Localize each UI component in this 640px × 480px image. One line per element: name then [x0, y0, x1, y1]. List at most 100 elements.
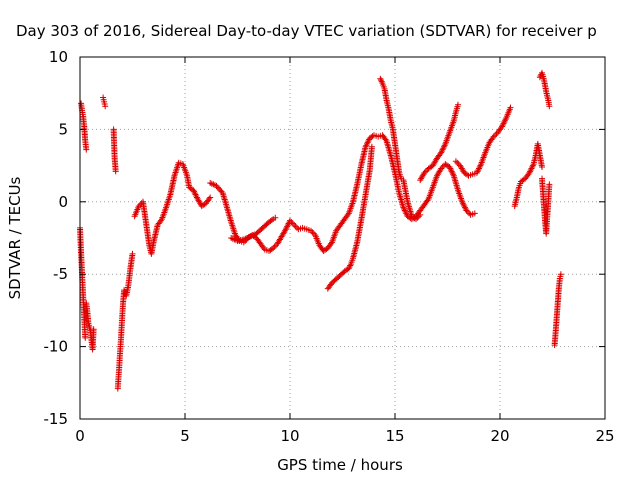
data-point [440, 145, 447, 152]
data-point [363, 142, 370, 149]
data-point [449, 169, 456, 176]
data-point [382, 136, 389, 143]
data-point [438, 149, 445, 156]
data-point [424, 197, 431, 204]
data-marks [77, 69, 564, 392]
data-point [191, 190, 198, 197]
x-tick-label: 5 [180, 427, 190, 445]
data-point [527, 168, 534, 175]
data-point [459, 198, 466, 205]
data-point [529, 164, 536, 171]
data-point [438, 148, 445, 155]
data-point [190, 187, 197, 194]
data-point [192, 191, 199, 198]
data-point [112, 168, 119, 175]
x-tick-label: 25 [595, 427, 614, 445]
data-point [193, 193, 200, 200]
data-point [365, 137, 372, 144]
data-point [490, 133, 497, 140]
data-point [492, 132, 499, 139]
data-point [282, 226, 289, 233]
data-point [271, 243, 278, 250]
y-axis-label: SDTVAR / TECUs [6, 176, 24, 299]
data-point [294, 224, 300, 231]
data-point [455, 101, 461, 108]
data-point [90, 326, 97, 333]
data-point [218, 188, 225, 195]
data-point [500, 120, 507, 127]
data-point [207, 194, 214, 201]
data-point [439, 164, 446, 171]
chart-title: Day 303 of 2016, Sidereal Day-to-day VTE… [16, 22, 597, 40]
data-point [368, 143, 375, 150]
data-point [284, 223, 291, 230]
data-point [557, 271, 564, 278]
x-tick-label: 20 [490, 427, 509, 445]
data-point [462, 204, 468, 211]
y-tick-label: -10 [44, 338, 69, 356]
data-point [464, 208, 471, 215]
data-point [546, 103, 553, 110]
data-point [415, 213, 422, 220]
data-point [378, 78, 385, 85]
y-tick-label: 0 [58, 193, 68, 211]
data-point [268, 217, 275, 224]
data-point [527, 166, 534, 173]
data-point [422, 168, 429, 175]
data-point [501, 117, 508, 124]
data-point [82, 334, 89, 341]
data-point [529, 162, 536, 169]
y-tick-label: 5 [58, 120, 68, 138]
data-point [327, 240, 334, 247]
data-point [507, 104, 514, 111]
data-point [536, 74, 543, 81]
data-point [260, 245, 267, 252]
data-point [502, 116, 509, 123]
y-tick-label: 10 [49, 48, 68, 66]
data-point [378, 77, 384, 84]
data-point [270, 245, 277, 252]
data-point [439, 146, 446, 153]
data-point [129, 250, 136, 257]
data-point [476, 164, 483, 171]
data-point [526, 169, 533, 176]
data-point [417, 211, 424, 218]
grid-layer [80, 57, 605, 419]
data-point [473, 169, 480, 176]
data-point [102, 103, 109, 110]
data-point [401, 207, 408, 214]
data-point [206, 195, 213, 202]
data-point [414, 214, 421, 221]
data-point [546, 181, 553, 188]
data-point [83, 146, 90, 153]
data-point [364, 139, 371, 146]
x-tick-label: 10 [280, 427, 299, 445]
data-point [364, 140, 370, 147]
data-point [213, 182, 220, 189]
data-point [377, 75, 384, 82]
data-point [292, 223, 299, 230]
y-tick-label: -15 [44, 410, 69, 428]
data-point [401, 206, 408, 213]
data-point [288, 219, 295, 226]
data-point [475, 166, 482, 173]
data-point [438, 165, 445, 172]
x-tick-label: 0 [75, 427, 85, 445]
data-point [477, 162, 484, 169]
data-point [499, 123, 506, 130]
data-point [344, 211, 351, 218]
data-point [446, 164, 453, 171]
data-point [454, 159, 461, 166]
data-point [460, 201, 467, 208]
data-point [463, 207, 470, 214]
y-tick-label: -5 [53, 265, 68, 283]
data-point [501, 119, 508, 126]
data-point [291, 221, 298, 228]
data-point [216, 185, 223, 192]
data-point [283, 224, 290, 231]
data-point [539, 164, 545, 171]
plot-area [79, 56, 606, 420]
data-point [448, 168, 455, 175]
data-point [362, 143, 369, 150]
data-point [308, 227, 314, 234]
